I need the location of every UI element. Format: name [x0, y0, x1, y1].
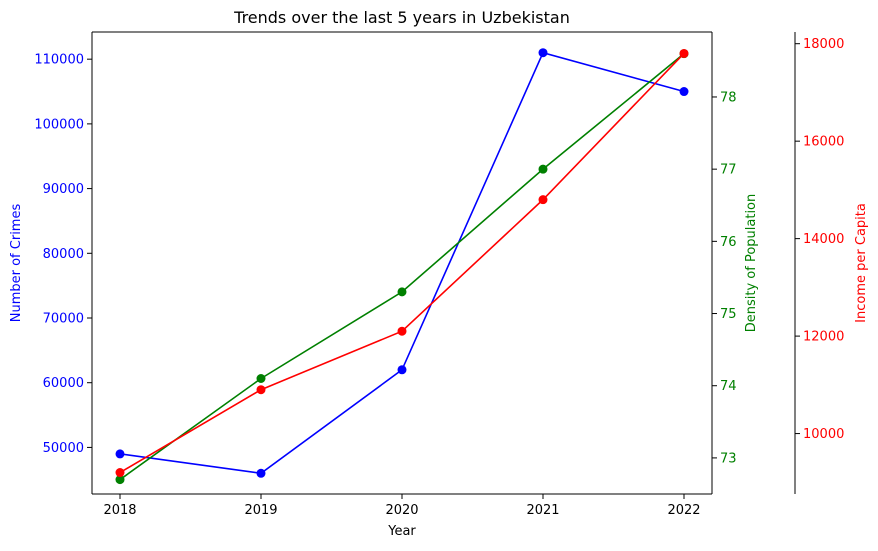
- right2-tick-label-12000: 12000: [803, 330, 844, 345]
- series-point-income-2019: [256, 385, 266, 395]
- right1-tick-label-76: 76: [720, 235, 737, 250]
- left-tick-label-60000: 60000: [43, 376, 84, 391]
- series-point-income-2021: [538, 195, 548, 205]
- series-point-income-2020: [397, 326, 407, 336]
- right2-tick-label-18000: 18000: [803, 37, 844, 52]
- series-point-crimes-2018: [115, 449, 125, 459]
- x-tick-label-2018: 2018: [103, 503, 136, 518]
- left-tick-label-90000: 90000: [43, 182, 84, 197]
- right1-tick-label-77: 77: [720, 163, 737, 178]
- right1-tick-label-78: 78: [720, 90, 737, 105]
- series-line-crimes: [119, 51, 685, 475]
- chart-title: Trends over the last 5 years in Uzbekist…: [233, 8, 570, 27]
- right2-tick-label-16000: 16000: [803, 135, 844, 150]
- x-tick-label-2020: 2020: [385, 503, 418, 518]
- series-point-density-2019: [256, 374, 266, 383]
- series-point-crimes-2021: [538, 48, 548, 58]
- series-point-density-2020: [397, 287, 407, 297]
- right2-tick-label-10000: 10000: [803, 427, 844, 442]
- series-point-density-2021: [538, 164, 548, 174]
- x-axis-label: Year: [387, 524, 416, 539]
- x-tick-label-2022: 2022: [667, 503, 700, 518]
- right1-tick-label-74: 74: [720, 379, 737, 394]
- left-tick-label-80000: 80000: [43, 247, 84, 262]
- left-tick-label-100000: 100000: [34, 117, 84, 132]
- left-tick-label-70000: 70000: [43, 312, 84, 327]
- series-point-income-2018: [115, 468, 125, 478]
- series-point-crimes-2020: [397, 365, 407, 375]
- series-point-density-2018: [115, 475, 125, 485]
- series-line-income: [119, 52, 685, 474]
- series-line-density: [119, 53, 685, 481]
- series-point-crimes-2022: [679, 87, 689, 97]
- x-tick-label-2021: 2021: [526, 503, 559, 518]
- right1-axis-label: Density of Population: [744, 194, 759, 333]
- right2-tick-label-14000: 14000: [803, 232, 844, 247]
- series-point-crimes-2019: [256, 468, 266, 478]
- left-tick-label-50000: 50000: [43, 441, 84, 456]
- series-point-income-2022: [679, 48, 689, 58]
- right2-axis-label: Income per Capita: [854, 203, 869, 323]
- right1-tick-label-73: 73: [720, 451, 737, 466]
- x-tick-label-2019: 2019: [244, 503, 277, 518]
- left-tick-label-110000: 110000: [34, 53, 84, 68]
- left-axis-label: Number of Crimes: [9, 204, 24, 323]
- right1-tick-label-75: 75: [720, 307, 737, 322]
